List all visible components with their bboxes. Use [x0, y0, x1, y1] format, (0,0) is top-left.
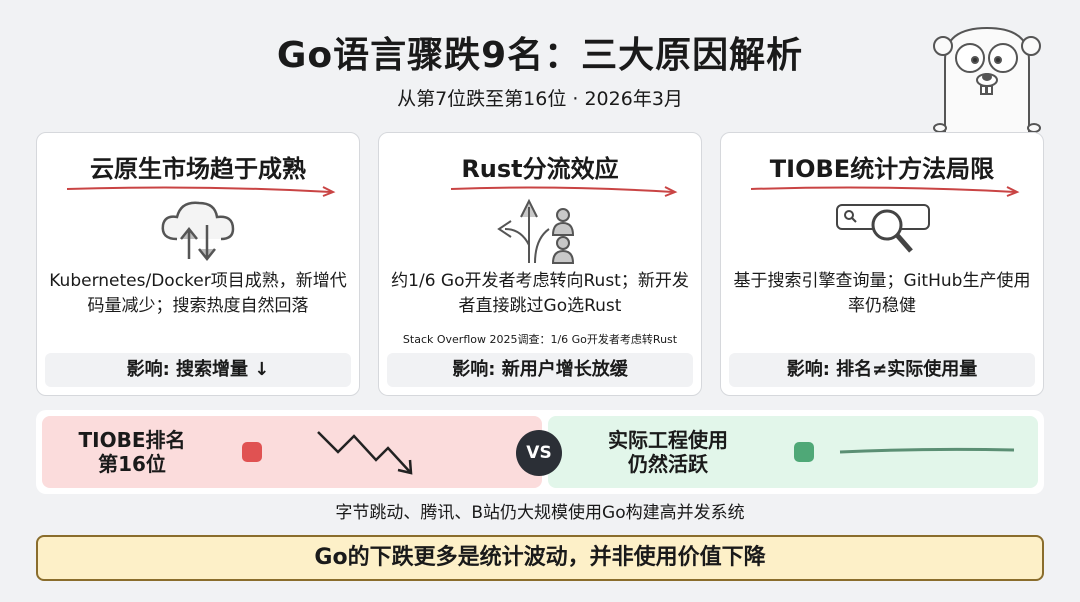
red-arrow-underline: [450, 186, 678, 197]
card-impact: 影响: 新用户增长放缓: [387, 353, 693, 387]
card-body: Kubernetes/Docker项目成熟，新增代码量减少；搜索热度自然回落: [49, 271, 347, 316]
conclusion-banner: Go的下跌更多是统计波动，并非使用价值下降: [36, 535, 1044, 581]
tiobe-rank-panel: TIOBE排名 第16位: [42, 416, 542, 488]
trend-down-icon: [317, 431, 413, 475]
actual-usage-panel: 实际工程使用 仍然活跃: [548, 416, 1038, 488]
card-title: TIOBE统计方法局限: [769, 155, 995, 183]
reason-card-cloud-native: 云原生市场趋于成熟 Kubernetes/Docker项目成熟，新增代码量减少；…: [36, 132, 360, 396]
card-impact: 影响: 搜索增量 ↓: [45, 353, 351, 387]
card-title: Rust分流效应: [461, 155, 619, 183]
reason-card-tiobe: TIOBE统计方法局限 基于搜索引擎查询量；GitHub生产使用率仍稳健 影响:…: [720, 132, 1044, 396]
search-magnifier-icon: [836, 204, 930, 253]
gopher-mascot-icon: [933, 26, 1041, 135]
actual-usage-label: 实际工程使用 仍然活跃: [608, 428, 728, 476]
card-source-note: Stack Overflow 2025调查：1/6 Go开发者考虑转Rust: [402, 333, 678, 346]
red-arrow-underline: [750, 186, 1020, 197]
green-status-dot: [794, 442, 814, 462]
card-body: 基于搜索引擎查询量；GitHub生产使用率仍稳健: [733, 271, 1031, 316]
tiobe-rank-label: TIOBE排名 第16位: [78, 428, 186, 476]
page-title: Go语言骤跌9名：三大原因解析: [276, 35, 804, 76]
fork-arrows-users-icon: [497, 198, 575, 264]
card-title: 云原生市场趋于成熟: [90, 155, 306, 183]
page-subtitle: 从第7位跌至第16位 · 2026年3月: [397, 88, 683, 110]
red-arrow-underline: [66, 186, 336, 197]
footnote: 字节跳动、腾讯、B站仍大规模使用Go构建高并发系统: [335, 503, 745, 523]
cloud-sync-icon: [161, 201, 235, 262]
card-body: 约1/6 Go开发者考虑转向Rust；新开发者直接跳过Go选Rust: [391, 271, 689, 316]
card-impact: 影响: 排名≠实际使用量: [729, 353, 1035, 387]
stable-line-icon: [839, 447, 1015, 454]
reason-card-rust: Rust分流效应 约1/6 Go开发者考虑转向Rust；新开发者直接跳过Go选R…: [378, 132, 702, 396]
red-status-dot: [242, 442, 262, 462]
comparison-bar: TIOBE排名 第16位 实际工程使用 仍然活跃 VS: [36, 410, 1044, 494]
vs-badge: VS: [516, 430, 562, 476]
